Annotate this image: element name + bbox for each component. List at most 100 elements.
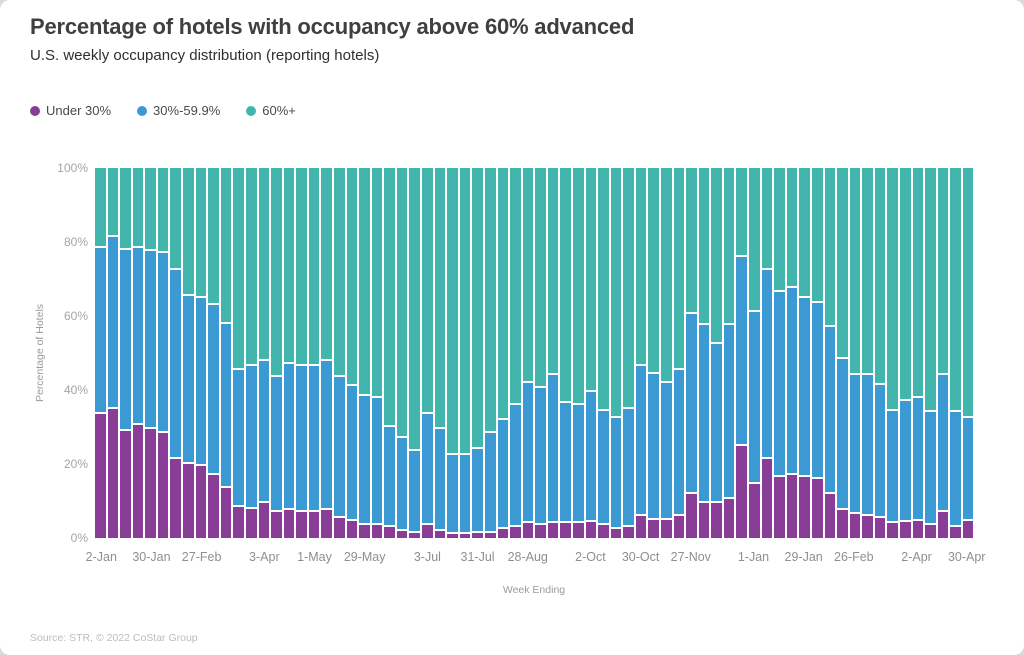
bar-segment-0	[572, 521, 584, 538]
stacked-bar[interactable]	[308, 168, 320, 538]
bar-segment-0	[811, 476, 823, 538]
bar-segment-1	[384, 425, 395, 526]
stacked-bar[interactable]	[120, 168, 131, 538]
stacked-bar[interactable]	[648, 168, 660, 538]
stacked-bar[interactable]	[396, 168, 408, 538]
stacked-bar[interactable]	[962, 168, 974, 538]
stacked-bar[interactable]	[371, 168, 383, 538]
legend-label: Under 30%	[46, 103, 112, 118]
bar-segment-2	[522, 168, 534, 381]
stacked-bar[interactable]	[321, 168, 332, 538]
bar-segment-0	[749, 482, 760, 538]
stacked-bar[interactable]	[233, 168, 244, 538]
stacked-bar[interactable]	[774, 168, 785, 538]
stacked-bar[interactable]	[208, 168, 219, 538]
stacked-bar[interactable]	[472, 168, 483, 538]
stacked-bar[interactable]	[283, 168, 295, 538]
stacked-bar[interactable]	[296, 168, 307, 538]
stacked-bar[interactable]	[786, 168, 798, 538]
stacked-bar[interactable]	[950, 168, 961, 538]
bar-segment-2	[95, 168, 106, 246]
stacked-bar[interactable]	[497, 168, 509, 538]
stacked-bar[interactable]	[271, 168, 282, 538]
stacked-bar[interactable]	[107, 168, 119, 538]
stacked-bar[interactable]	[157, 168, 169, 538]
bar-segment-0	[736, 443, 748, 538]
stacked-bar[interactable]	[937, 168, 949, 538]
stacked-bar[interactable]	[258, 168, 270, 538]
stacked-bar[interactable]	[761, 168, 773, 538]
stacked-bar[interactable]	[623, 168, 634, 538]
bar-segment-2	[120, 168, 131, 248]
stacked-bar[interactable]	[811, 168, 823, 538]
bar-segment-1	[912, 395, 924, 520]
stacked-bar[interactable]	[170, 168, 182, 538]
stacked-bar[interactable]	[799, 168, 810, 538]
stacked-bar[interactable]	[434, 168, 446, 538]
stacked-bar[interactable]	[145, 168, 156, 538]
stacked-bar[interactable]	[572, 168, 584, 538]
bar-segment-1	[245, 364, 257, 507]
bar-segment-2	[346, 168, 358, 385]
bar-segment-1	[925, 410, 936, 524]
bar-segment-1	[422, 412, 433, 524]
stacked-bar[interactable]	[686, 168, 697, 538]
stacked-bar[interactable]	[635, 168, 647, 538]
stacked-bar[interactable]	[661, 168, 672, 538]
stacked-bar[interactable]	[183, 168, 194, 538]
stacked-bar[interactable]	[459, 168, 471, 538]
y-tick-label: 80%	[63, 235, 88, 249]
stacked-bar[interactable]	[333, 168, 345, 538]
stacked-bar[interactable]	[132, 168, 144, 538]
bar-segment-2	[623, 168, 634, 407]
stacked-bar[interactable]	[547, 168, 559, 538]
x-tick-label: 3-Apr	[249, 550, 280, 564]
stacked-bar[interactable]	[610, 168, 622, 538]
stacked-bar[interactable]	[736, 168, 748, 538]
stacked-bar[interactable]	[862, 168, 873, 538]
stacked-bar[interactable]	[849, 168, 861, 538]
stacked-bar[interactable]	[585, 168, 597, 538]
x-tick-label: 30-Apr	[947, 550, 986, 564]
stacked-bar[interactable]	[824, 168, 836, 538]
bar-segment-2	[962, 168, 974, 416]
stacked-bar[interactable]	[711, 168, 722, 538]
stacked-bar[interactable]	[698, 168, 710, 538]
stacked-bar[interactable]	[422, 168, 433, 538]
bar-segment-0	[849, 512, 861, 538]
bar-segment-2	[245, 168, 257, 365]
stacked-bar[interactable]	[346, 168, 358, 538]
stacked-bar[interactable]	[749, 168, 760, 538]
stacked-bar[interactable]	[384, 168, 395, 538]
stacked-bar[interactable]	[409, 168, 421, 538]
bar-segment-1	[799, 295, 810, 476]
stacked-bar[interactable]	[900, 168, 911, 538]
stacked-bar[interactable]	[723, 168, 735, 538]
stacked-bar[interactable]	[874, 168, 886, 538]
bar-segment-0	[271, 510, 282, 538]
stacked-bar[interactable]	[673, 168, 685, 538]
stacked-bar[interactable]	[887, 168, 898, 538]
bar-segment-2	[497, 168, 509, 418]
stacked-bar[interactable]	[484, 168, 496, 538]
stacked-bar[interactable]	[925, 168, 936, 538]
stacked-bar[interactable]	[359, 168, 370, 538]
stacked-bar[interactable]	[912, 168, 924, 538]
stacked-bar[interactable]	[245, 168, 257, 538]
x-tick-label: 26-Feb	[834, 550, 874, 564]
stacked-bar[interactable]	[560, 168, 571, 538]
stacked-bar[interactable]	[447, 168, 458, 538]
stacked-bar[interactable]	[535, 168, 546, 538]
stacked-bar[interactable]	[220, 168, 232, 538]
stacked-bar[interactable]	[195, 168, 207, 538]
stacked-bar[interactable]	[598, 168, 609, 538]
stacked-bar[interactable]	[510, 168, 521, 538]
bar-segment-0	[497, 526, 509, 538]
bar-segment-1	[761, 267, 773, 457]
bar-segment-0	[950, 525, 961, 538]
stacked-bar[interactable]	[837, 168, 848, 538]
bar-segment-0	[535, 523, 546, 538]
legend-dot-icon	[137, 105, 148, 116]
stacked-bar[interactable]	[95, 168, 106, 538]
stacked-bar[interactable]	[522, 168, 534, 538]
